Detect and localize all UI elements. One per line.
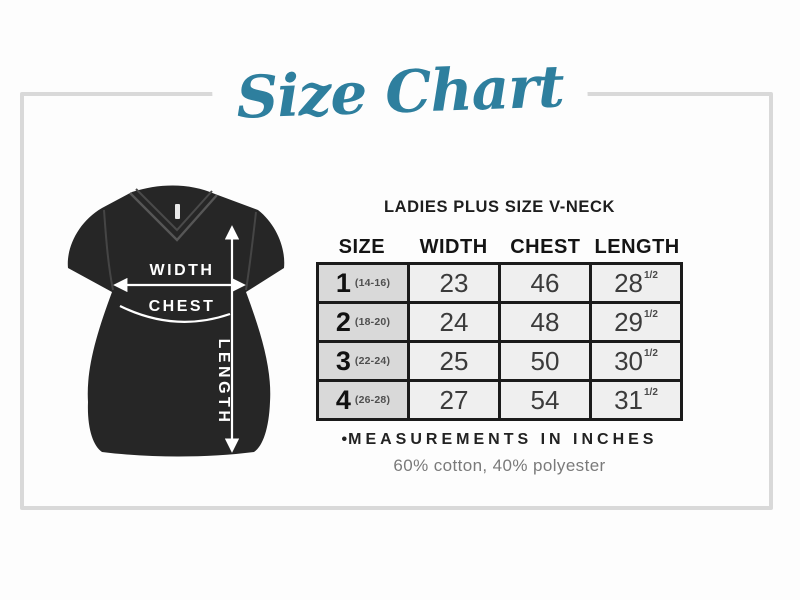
table-row-4-length: 31 1/2 [592, 382, 680, 418]
table-row-2-length: 29 1/2 [592, 304, 680, 340]
table-row-2-size: 2 (18-20) [319, 304, 407, 340]
col-header-length: LENGTH [594, 236, 680, 258]
page-title: Size Chart [210, 33, 590, 152]
col-header-chest: CHEST [510, 236, 581, 258]
table-row-4-size: 4 (26-28) [319, 382, 407, 418]
table-row-1-size: 1 (14-16) [319, 265, 407, 301]
sleeve-seam-left [103, 209, 114, 291]
bullet-icon: • [341, 431, 348, 448]
table-row-4-width: 27 [410, 382, 498, 418]
table-row-2-chest: 48 [501, 304, 589, 340]
table-row-2-width: 24 [410, 304, 498, 340]
measurements-footnote: •MEASUREMENTS IN INCHES [316, 431, 683, 449]
table-row-3-width: 25 [410, 343, 498, 379]
col-header-width: WIDTH [419, 236, 488, 258]
table-row-1-length: 28 1/2 [592, 265, 680, 301]
table-row-3-chest: 50 [501, 343, 589, 379]
chest-curve [119, 305, 231, 323]
size-table: 1 (14-16) 23 46 28 1/2 2 (18-20) 24 48 2… [316, 262, 683, 421]
vneck-collar [129, 192, 218, 242]
table-row-4-chest: 54 [501, 382, 589, 418]
table-row-3-size: 3 (22-24) [319, 343, 407, 379]
sleeve-seam-right [245, 211, 257, 291]
table-row-1-chest: 46 [501, 265, 589, 301]
width-label: WIDTH [150, 262, 215, 279]
table-row-3-length: 30 1/2 [592, 343, 680, 379]
material-composition: 60% cotton, 40% polyester [393, 456, 606, 475]
chest-label: CHEST [149, 298, 216, 315]
table-row-1-width: 23 [410, 265, 498, 301]
table-header-row: SIZE WIDTH CHEST LENGTH [316, 236, 683, 259]
tshirt-illustration: WIDTH CHEST LENGTH [67, 185, 285, 457]
length-label: LENGTH [215, 339, 232, 426]
neck-tag [175, 204, 180, 219]
product-heading: LADIES PLUS SIZE V-NECK [383, 198, 616, 216]
measurements-footnote-text: MEASUREMENTS IN INCHES [348, 431, 658, 448]
vneck-collar-inner [135, 188, 213, 232]
col-header-size: SIZE [338, 236, 386, 258]
